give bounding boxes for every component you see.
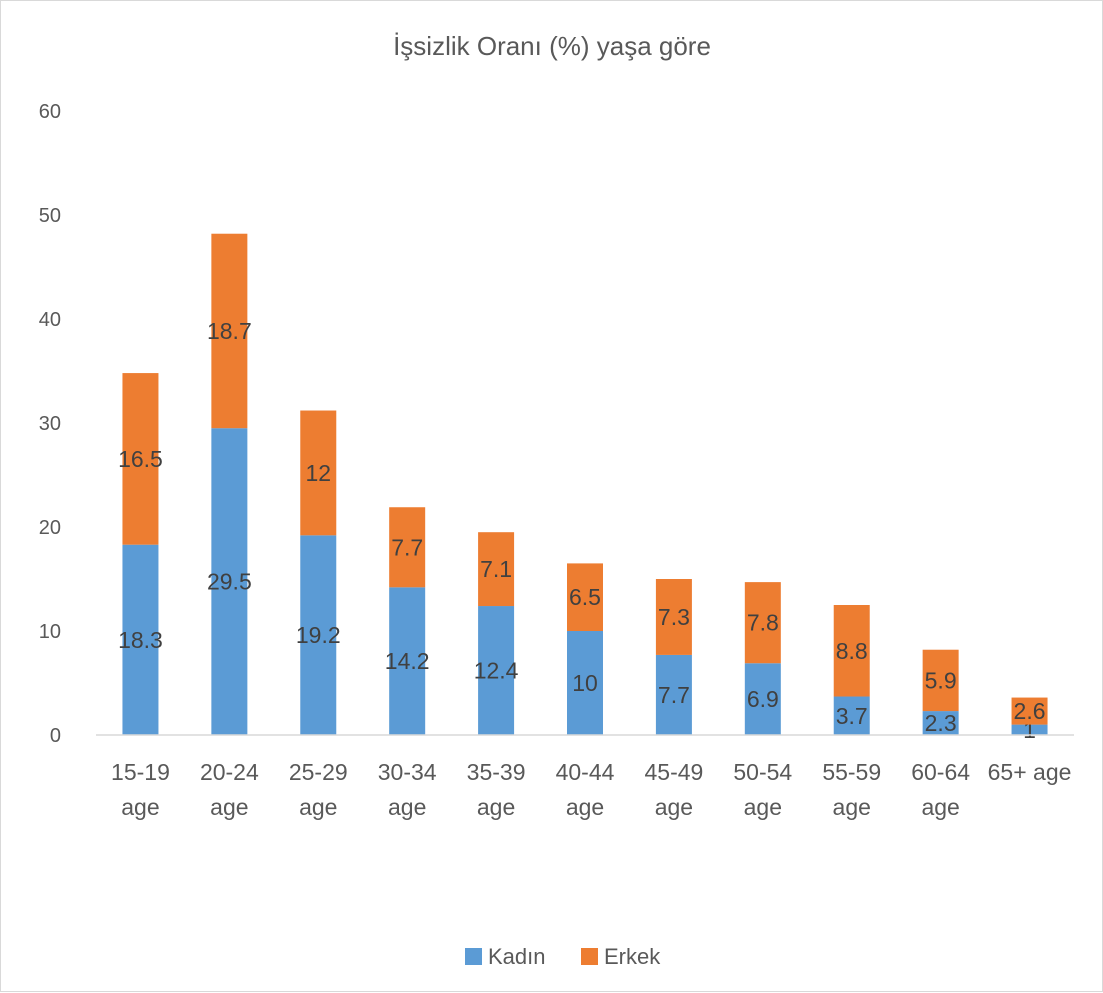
bar-erkek-1 <box>211 233 248 429</box>
legend-item-erkek: Erkek <box>581 944 661 969</box>
data-label-kadın: 19.2 <box>296 622 341 648</box>
x-tick-label: 55-59 age <box>822 759 881 820</box>
bar-erkek-6 <box>655 579 692 655</box>
legend-label: Erkek <box>604 944 661 969</box>
x-tick-label: 15-19 age <box>111 759 170 820</box>
data-label-erkek: 7.3 <box>658 604 690 630</box>
bar-kadın-3 <box>389 587 426 735</box>
bar-erkek-0 <box>122 373 159 545</box>
x-tick-label: 40-44 age <box>556 759 615 820</box>
x-tick-label: 65+ age <box>988 759 1072 785</box>
data-label-erkek: 7.8 <box>747 610 779 636</box>
data-label-kadın: 29.5 <box>207 569 252 595</box>
bar-kadın-4 <box>478 606 515 735</box>
bar-erkek-7 <box>744 582 781 664</box>
bar-erkek-5 <box>567 563 603 631</box>
x-tick-label: 50-54 age <box>733 759 792 820</box>
data-label-kadın: 2.3 <box>925 710 957 736</box>
x-tick-label: 35-39 age <box>467 759 526 820</box>
y-tick-label: 40 <box>39 309 61 331</box>
x-tick-label: 25-29 age <box>289 759 348 820</box>
bar-kadın-10 <box>1011 724 1048 735</box>
data-label-erkek: 2.6 <box>1014 698 1046 724</box>
bar-kadın-7 <box>744 663 781 735</box>
x-tick-label: 45-49 age <box>644 759 703 820</box>
bar-erkek-3 <box>389 507 426 588</box>
bar-erkek-2 <box>300 410 337 536</box>
data-label-kadın: 10 <box>572 670 598 696</box>
data-label-erkek: 12 <box>305 460 331 486</box>
legend: Kadın Erkek <box>465 944 661 969</box>
x-axis: 15-19 age 20-24 age 25-29 age 30-34 age 35-39 age… <box>111 759 1071 820</box>
bar-kadın-8 <box>833 696 870 735</box>
y-tick-label: 20 <box>39 517 61 539</box>
bar-kadın-2 <box>300 535 337 735</box>
bar-kadın-0 <box>122 544 159 735</box>
legend-swatch <box>465 948 482 965</box>
x-tick-label: 60-64 age <box>911 759 970 820</box>
y-tick-label: 50 <box>39 205 61 227</box>
data-label-kadın: 12.4 <box>474 658 519 684</box>
data-label-kadın: 3.7 <box>836 703 868 729</box>
bar-kadın-1 <box>211 428 248 735</box>
bar-kadın-5 <box>567 631 603 735</box>
bar-erkek-10 <box>1011 697 1048 725</box>
y-tick-label: 0 <box>50 725 61 747</box>
bar-erkek-8 <box>833 605 870 697</box>
y-tick-label: 30 <box>39 413 61 435</box>
legend-item-kadın: Kadın <box>465 944 546 969</box>
legend-label: Kadın <box>488 944 546 969</box>
bar-kadın-9 <box>922 711 959 735</box>
data-label-erkek: 5.9 <box>925 667 957 693</box>
bar-erkek-9 <box>922 649 959 712</box>
legend-swatch <box>581 948 598 965</box>
data-label-erkek: 8.8 <box>836 638 868 664</box>
bar-erkek-4 <box>478 532 515 607</box>
y-tick-label: 60 <box>39 101 61 123</box>
chart-title: İşsizlik Oranı (%) yaşa göre <box>393 31 711 61</box>
data-label-kadın: 7.7 <box>658 682 690 708</box>
data-label-kadın: 6.9 <box>747 686 779 712</box>
y-tick-label: 10 <box>39 621 61 643</box>
data-label-kadın: 14.2 <box>385 648 430 674</box>
data-label-erkek: 16.5 <box>118 446 163 472</box>
x-tick-label: 20-24 age <box>200 759 259 820</box>
data-label-erkek: 18.7 <box>207 318 252 344</box>
data-label-erkek: 7.1 <box>480 556 512 582</box>
y-axis: 0 10 20 30 40 50 60 <box>39 101 61 747</box>
data-label-erkek: 7.7 <box>391 534 423 560</box>
x-tick-label: 30-34 age <box>378 759 437 820</box>
data-label-erkek: 6.5 <box>569 584 601 610</box>
bar-kadın-6 <box>655 654 692 735</box>
data-label-kadın: 18.3 <box>118 627 163 653</box>
bars: 18.3 16.5 29.5 18.7 19.2 12 14.2 7.7 12.4 7.1 10 6.… <box>118 233 1048 743</box>
